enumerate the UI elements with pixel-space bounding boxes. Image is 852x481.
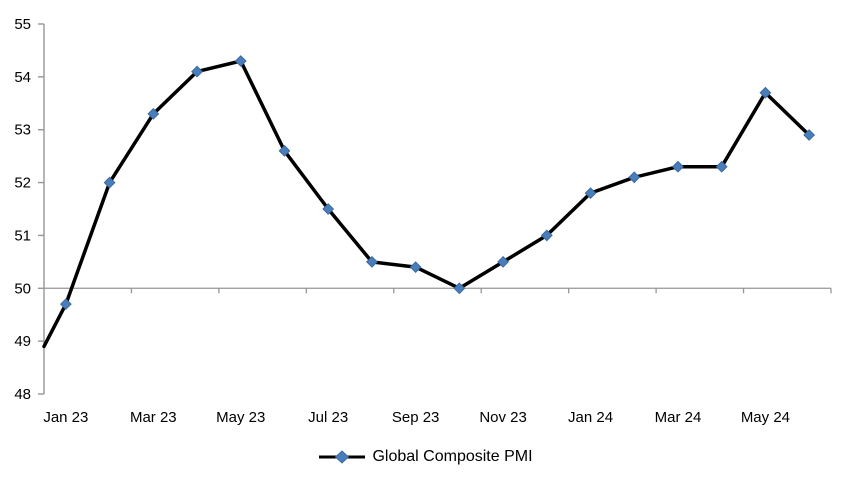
y-tick-label: 51 — [14, 227, 31, 244]
data-point-marker — [540, 229, 553, 242]
legend-diamond-icon — [335, 450, 350, 464]
x-tick-label: Mar 23 — [130, 409, 177, 426]
data-point-marker — [715, 160, 728, 173]
x-tick-label: Mar 24 — [655, 409, 702, 426]
x-tick-label: Jul 23 — [308, 409, 348, 426]
data-point-marker — [628, 171, 641, 184]
data-point-marker — [497, 255, 509, 268]
y-tick-label: 49 — [14, 333, 31, 350]
x-tick-label: Jan 24 — [568, 409, 613, 426]
data-point-marker — [322, 203, 335, 215]
data-point-marker — [366, 255, 378, 268]
y-tick-label: 54 — [14, 69, 31, 86]
y-tick-label: 53 — [14, 122, 31, 139]
series-line — [42, 59, 811, 349]
x-tick-label: Jan 23 — [43, 409, 88, 426]
y-tick-label: 52 — [14, 175, 31, 192]
data-point-marker — [234, 55, 247, 67]
x-tick-label: May 24 — [741, 409, 790, 426]
x-tick-label: Nov 23 — [479, 409, 527, 426]
legend-line-diamond-icon — [319, 450, 366, 464]
data-point-marker — [672, 160, 684, 173]
data-point-marker — [191, 65, 203, 78]
legend-label: Global Composite PMI — [372, 448, 533, 465]
y-tick-label: 48 — [14, 386, 31, 403]
data-point-marker — [759, 86, 772, 99]
data-point-marker — [409, 261, 422, 274]
x-tick-label: May 23 — [216, 409, 265, 426]
data-point-marker — [278, 144, 291, 157]
data-point-marker — [103, 176, 116, 189]
y-tick-label: 55 — [14, 16, 31, 33]
data-point-marker — [59, 298, 72, 311]
chart-legend: Global Composite PMI — [0, 443, 852, 471]
x-tick-label: Sep 23 — [392, 409, 440, 426]
data-point-marker — [147, 107, 160, 120]
y-tick-label: 50 — [14, 280, 31, 297]
data-point-marker — [453, 282, 466, 295]
data-point-marker — [584, 187, 597, 200]
data-point-marker — [803, 129, 816, 141]
